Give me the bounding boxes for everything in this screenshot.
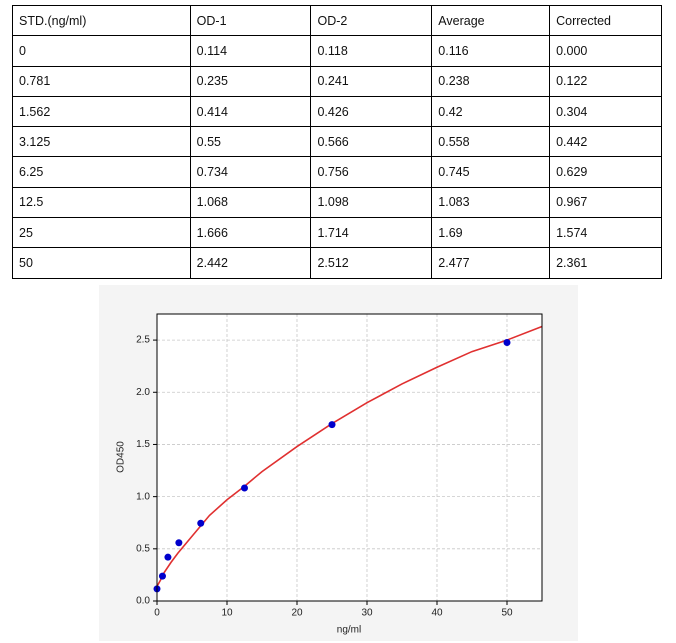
y-tick-label: 0.0 <box>136 596 150 607</box>
table-cell: 25 <box>12 217 191 249</box>
table-row: STD.(ng/ml) OD-1 OD-2 Average Corrected <box>12 4 662 37</box>
chart: ng/ml OD450 0.0 0.5 1.0 1.5 2.0 2.5 0 10 20 30 40 5… <box>99 285 578 641</box>
table-row: 6.25 0.734 0.756 0.745 0.629 <box>12 156 662 188</box>
plot-frame <box>156 313 543 602</box>
table-cell: 50 <box>12 247 191 279</box>
plot-area <box>157 314 542 601</box>
data-point <box>164 553 172 561</box>
table-cell: OD-2 <box>310 4 433 37</box>
data-point <box>328 421 336 429</box>
data-point <box>158 572 166 580</box>
table-cell: 0.967 <box>549 186 662 219</box>
table-cell: 0.629 <box>549 156 662 188</box>
table-cell: 1.068 <box>189 186 312 219</box>
table-cell: 0.42 <box>431 95 551 128</box>
table-cell: 1.574 <box>549 217 662 249</box>
table-cell: 1.666 <box>189 217 312 249</box>
table-cell: 1.098 <box>310 186 433 219</box>
table-cell: 0.781 <box>12 65 191 97</box>
x-tick-label: 40 <box>431 608 443 619</box>
table-cell: 6.25 <box>12 156 191 188</box>
table-cell: 0.734 <box>189 156 312 188</box>
table-row: 25 1.666 1.714 1.69 1.574 <box>12 217 662 249</box>
table-cell: 2.442 <box>189 247 312 279</box>
table-cell: 2.512 <box>310 247 433 279</box>
table-cell: Corrected <box>549 4 662 37</box>
y-tick-label: 0.5 <box>136 543 150 554</box>
table-cell: 0.241 <box>310 65 433 97</box>
x-axis-label: ng/ml <box>337 625 361 636</box>
table-row: 50 2.442 2.512 2.477 2.361 <box>12 247 662 279</box>
fit-curve <box>156 325 543 587</box>
table-cell: 0.414 <box>189 95 312 128</box>
table-cell: 0.235 <box>189 65 312 97</box>
data-point <box>197 519 205 527</box>
table-cell: 0.304 <box>549 95 662 128</box>
table-cell: 0 <box>12 35 191 67</box>
x-tick-label: 0 <box>154 608 160 619</box>
table-cell: STD.(ng/ml) <box>12 4 191 37</box>
table-cell: 0.426 <box>310 95 433 128</box>
data-point <box>241 484 248 492</box>
table-cell: 0.116 <box>431 35 551 67</box>
table-cell: 0.55 <box>189 126 312 158</box>
table-cell: 12.5 <box>12 186 191 219</box>
table-cell: 0.566 <box>310 126 433 158</box>
x-tick-label: 20 <box>291 608 303 619</box>
table-cell: 1.714 <box>310 217 433 249</box>
y-tick-label: 2.0 <box>136 387 150 398</box>
table-cell: Average <box>431 4 551 37</box>
table-cell: 2.477 <box>431 247 551 279</box>
table-cell: 0.122 <box>549 65 662 97</box>
data-point <box>503 338 511 346</box>
table-cell: 1.083 <box>431 186 551 219</box>
table-row: 0 0.114 0.118 0.116 0.000 <box>12 35 662 67</box>
data-point <box>175 539 183 547</box>
table-cell: 0.000 <box>549 35 662 67</box>
table-cell: 0.442 <box>549 126 662 158</box>
table-row: 0.781 0.235 0.241 0.238 0.122 <box>12 65 662 97</box>
table-cell: 2.361 <box>549 247 662 279</box>
y-tick-label: 1.0 <box>136 491 150 502</box>
table-cell: 0.756 <box>310 156 433 188</box>
x-tick-label: 10 <box>221 608 233 619</box>
table-cell: 0.745 <box>431 156 551 188</box>
table-cell: OD-1 <box>189 4 312 37</box>
x-tick-label: 50 <box>501 608 513 619</box>
table-row: 1.562 0.414 0.426 0.42 0.304 <box>12 95 662 128</box>
y-tick-label: 2.5 <box>136 335 150 346</box>
x-tick-label: 30 <box>361 608 373 619</box>
table-cell: 0.238 <box>431 65 551 97</box>
table-cell: 0.118 <box>310 35 433 67</box>
data-table: STD.(ng/ml) OD-1 OD-2 Average Corrected 0 0.11… <box>12 4 662 279</box>
y-axis-label: OD450 <box>116 441 127 473</box>
table-cell: 3.125 <box>12 126 191 158</box>
table-cell: 0.558 <box>431 126 551 158</box>
y-tick-label: 1.5 <box>136 439 150 450</box>
table-row: 3.125 0.55 0.566 0.558 0.442 <box>12 126 662 158</box>
table-row: 12.5 1.068 1.098 1.083 0.967 <box>12 186 662 219</box>
table-cell: 1.562 <box>12 95 191 128</box>
table-cell: 0.114 <box>189 35 312 67</box>
table-cell: 1.69 <box>431 217 551 249</box>
